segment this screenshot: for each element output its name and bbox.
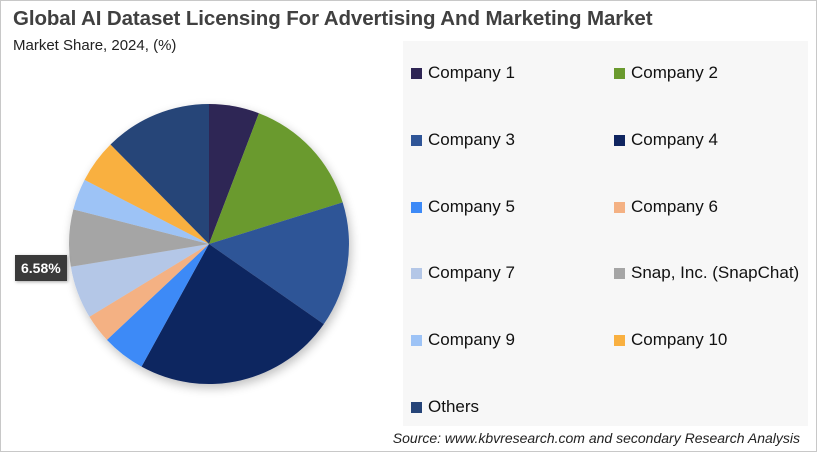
legend-swatch-icon [614, 267, 625, 279]
legend-item-company-2[interactable]: Company 2 [614, 63, 718, 83]
pie-slice-company-2[interactable] [209, 113, 343, 245]
legend-item-company-9[interactable]: Company 9 [411, 330, 515, 350]
legend-item-snap[interactable]: Snap, Inc. (SnapChat) [614, 263, 799, 283]
source-note: Source: www.kbvresearch.com and secondar… [392, 430, 800, 446]
legend-swatch-icon [614, 334, 625, 346]
legend-item-company-1[interactable]: Company 1 [411, 63, 515, 83]
legend-label: Company 3 [428, 130, 515, 149]
legend-item-company-3[interactable]: Company 3 [411, 130, 515, 150]
pie-slice-company-5[interactable] [106, 244, 209, 367]
legend-swatch-icon [411, 401, 422, 413]
legend-swatch-icon [411, 67, 422, 79]
legend-label: Company 6 [631, 197, 718, 216]
pie-slice-snap-inc-snapchat[interactable] [69, 209, 209, 267]
legend-label: Company 10 [631, 330, 728, 349]
legend-label: Company 1 [428, 63, 515, 82]
pie-chart [61, 96, 361, 396]
pie-slice-company-6[interactable] [89, 244, 209, 340]
pie-slice-others[interactable] [110, 104, 209, 244]
pie-chart-svg [69, 104, 349, 384]
legend-label: Company 5 [428, 197, 515, 216]
legend-label: Company 2 [631, 63, 718, 82]
legend-label: Company 7 [428, 263, 515, 282]
legend-item-company-4[interactable]: Company 4 [614, 130, 718, 150]
legend-item-company-7[interactable]: Company 7 [411, 263, 515, 283]
chart-subtitle: Market Share, 2024, (%) [13, 37, 177, 54]
legend-item-others[interactable]: Others [411, 397, 479, 417]
legend-item-company-10[interactable]: Company 10 [614, 330, 727, 350]
legend-item-company-5[interactable]: Company 5 [411, 197, 515, 217]
legend-swatch-icon [614, 67, 625, 79]
pie-slice-company-9[interactable] [73, 179, 210, 244]
legend-label: Company 4 [631, 130, 718, 149]
pie-slice-company-4[interactable] [141, 244, 324, 384]
legend-swatch-icon [614, 201, 625, 213]
legend: Company 1 Company 2 Company 3 Company 4 … [403, 41, 808, 426]
data-label-snap: 6.58% [15, 255, 67, 281]
legend-swatch-icon [411, 134, 422, 146]
legend-label: Snap, Inc. (SnapChat) [631, 263, 800, 282]
legend-item-company-6[interactable]: Company 6 [614, 197, 718, 217]
legend-swatch-icon [614, 134, 625, 146]
pie-slice-company-1[interactable] [209, 104, 259, 244]
legend-label: Company 9 [428, 330, 515, 349]
legend-swatch-icon [411, 267, 422, 279]
legend-swatch-icon [411, 201, 422, 213]
legend-label: Others [428, 397, 480, 416]
legend-swatch-icon [411, 334, 422, 346]
pie-slice-company-7[interactable] [70, 244, 209, 317]
pie-slice-company-10[interactable] [84, 144, 209, 244]
pie-slice-company-3[interactable] [209, 202, 349, 325]
chart-title: Global AI Dataset Licensing For Advertis… [13, 7, 653, 30]
